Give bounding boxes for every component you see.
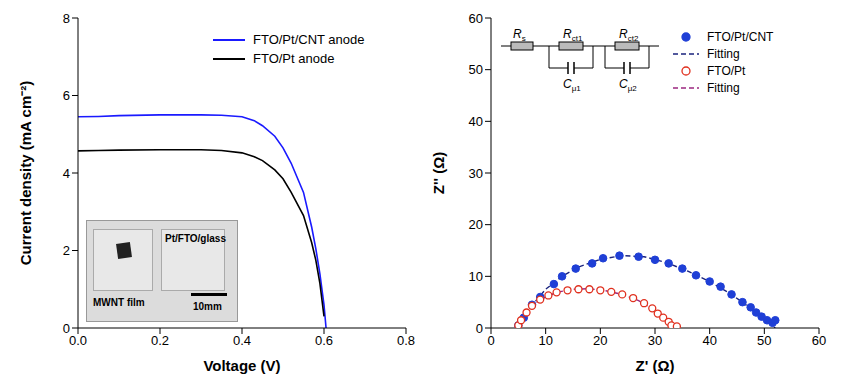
svg-text:4: 4 <box>63 166 70 181</box>
html-text:FTO/Pt: FTO/Pt <box>707 63 746 78</box>
svg-text:2: 2 <box>63 243 70 258</box>
html-text:10mm: 10mm <box>193 301 222 312</box>
svg-text:40: 40 <box>469 114 483 129</box>
svg-text:0.4: 0.4 <box>233 333 251 348</box>
svg-text:50: 50 <box>757 333 771 348</box>
svg-text:Z' (Ω): Z' (Ω) <box>636 357 675 374</box>
svg-text:40: 40 <box>702 333 716 348</box>
svg-text:20: 20 <box>469 217 483 232</box>
svg-text:Cμ2: Cμ2 <box>619 77 637 93</box>
svg-text:0: 0 <box>487 333 494 348</box>
svg-text:30: 30 <box>648 333 662 348</box>
html-text:Fitting: Fitting <box>707 80 740 95</box>
html-text:MWNT film: MWNT film <box>93 297 145 308</box>
svg-text:60: 60 <box>469 11 483 26</box>
svg-text:0.6: 0.6 <box>315 333 333 348</box>
svg-text:30: 30 <box>469 166 483 181</box>
svg-text:10: 10 <box>469 269 483 284</box>
svg-text:20: 20 <box>593 333 607 348</box>
svg-text:Voltage (V): Voltage (V) <box>203 357 280 374</box>
svg-text:60: 60 <box>812 333 826 348</box>
html-text:Fitting: Fitting <box>707 46 740 61</box>
svg-text:10: 10 <box>538 333 552 348</box>
html-text:Pt/FTO/glass: Pt/FTO/glass <box>165 233 226 244</box>
html-text:FTO/Pt/CNT: FTO/Pt/CNT <box>707 29 774 44</box>
html-text:FTO/Pt/CNT anode: FTO/Pt/CNT anode <box>253 32 365 47</box>
html-text:FTO/Pt anode: FTO/Pt anode <box>253 51 335 66</box>
svg-text:Z'' (Ω): Z'' (Ω) <box>430 152 447 194</box>
svg-text:Cμ1: Cμ1 <box>563 77 581 93</box>
svg-text:0: 0 <box>63 321 70 336</box>
svg-text:Rs: Rs <box>513 27 526 43</box>
svg-text:Current density (mA cm⁻²): Current density (mA cm⁻²) <box>17 81 34 265</box>
svg-text:0.2: 0.2 <box>151 333 169 348</box>
svg-text:Rct1: Rct1 <box>563 27 583 43</box>
svg-text:50: 50 <box>469 62 483 77</box>
svg-text:0.8: 0.8 <box>397 333 415 348</box>
svg-text:Rct2: Rct2 <box>619 27 639 43</box>
svg-text:6: 6 <box>63 88 70 103</box>
svg-text:0: 0 <box>476 321 483 336</box>
svg-text:0.0: 0.0 <box>69 333 87 348</box>
svg-text:8: 8 <box>63 11 70 26</box>
